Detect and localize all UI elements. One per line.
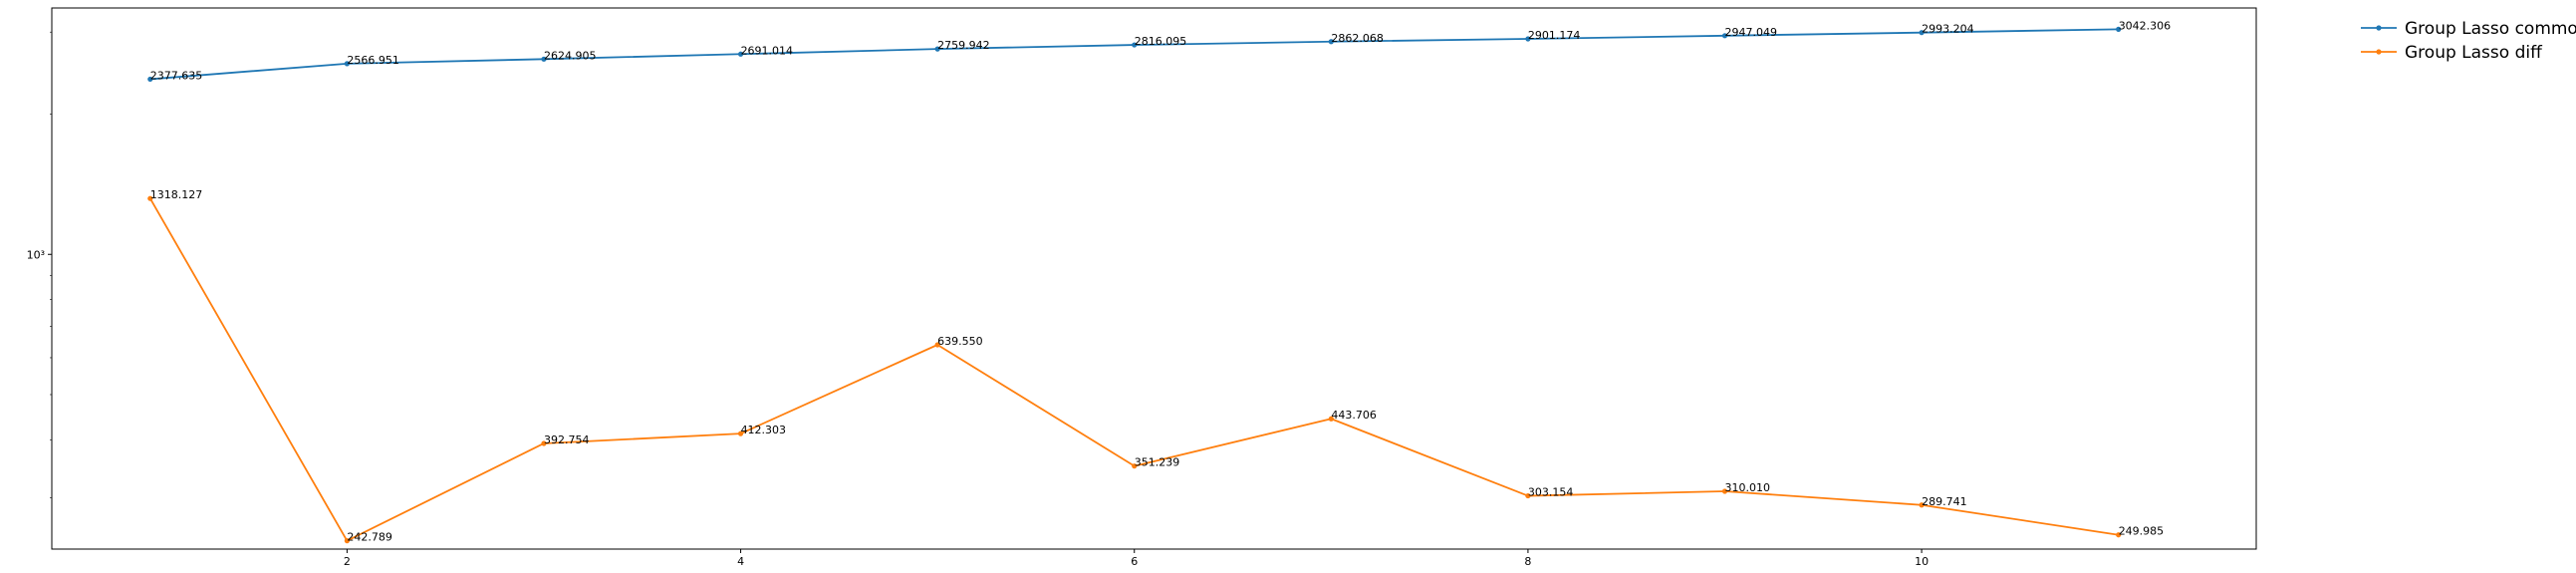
data-label: 2691.014 <box>741 44 794 57</box>
axes-frame <box>51 7 2257 550</box>
data-label: 2759.942 <box>937 39 990 52</box>
data-point <box>1525 36 1531 42</box>
data-point <box>1132 42 1138 48</box>
data-label: 3042.306 <box>2119 19 2172 32</box>
data-point <box>2116 26 2122 32</box>
legend-label: Group Lasso diff <box>2405 43 2543 63</box>
data-point <box>1132 463 1138 469</box>
data-label: 310.010 <box>1725 481 1771 494</box>
data-point <box>1525 492 1531 499</box>
data-point <box>1721 488 1728 494</box>
legend: Group Lasso common Group Lasso diff <box>2361 19 2576 63</box>
data-label: 2947.049 <box>1725 26 1778 39</box>
data-label: 2901.174 <box>1528 29 1581 42</box>
data-label: 639.550 <box>937 335 983 348</box>
data-point <box>147 76 153 83</box>
legend-label: Group Lasso common <box>2405 19 2576 39</box>
x-tick-label: 8 <box>1524 555 1531 568</box>
data-label: 2377.635 <box>150 69 203 82</box>
data-label: 412.303 <box>741 424 787 436</box>
x-tick-label: 2 <box>344 555 351 568</box>
data-label: 2993.204 <box>1922 23 1974 36</box>
data-label: 1318.127 <box>150 188 203 201</box>
data-point <box>2116 532 2122 538</box>
data-point <box>541 56 547 62</box>
legend-marker <box>2376 25 2382 31</box>
data-point <box>1328 416 1334 422</box>
data-label: 2566.951 <box>347 54 399 67</box>
data-point <box>737 51 744 57</box>
x-tick-label: 6 <box>1131 555 1138 568</box>
data-label: 242.789 <box>347 531 392 544</box>
data-label: 2816.095 <box>1135 35 1187 48</box>
legend-marker <box>2376 49 2382 55</box>
data-point <box>934 342 940 348</box>
plot-area: 2377.635 2566.951 2624.905 2691.014 2759.942… <box>27 7 2257 568</box>
data-point <box>1328 39 1334 45</box>
data-point <box>344 538 350 544</box>
data-label: 249.985 <box>2119 525 2165 538</box>
data-point <box>541 440 547 446</box>
data-point <box>344 61 350 67</box>
y-tick-label: 10³ <box>27 248 45 261</box>
data-point <box>1721 33 1728 39</box>
data-label: 392.754 <box>544 433 590 446</box>
data-point <box>934 46 940 52</box>
data-point <box>1919 502 1925 508</box>
data-point <box>147 195 153 201</box>
data-point <box>1919 30 1925 36</box>
data-label: 351.239 <box>1135 456 1180 469</box>
x-tick-label: 4 <box>737 555 744 568</box>
data-label: 443.706 <box>1331 409 1377 422</box>
data-label: 303.154 <box>1528 486 1574 499</box>
data-label: 2624.905 <box>544 49 597 62</box>
data-label: 289.741 <box>1922 495 1967 508</box>
data-point <box>737 430 744 436</box>
x-tick-label: 10 <box>1915 555 1929 568</box>
data-label: 2862.068 <box>1331 32 1384 45</box>
